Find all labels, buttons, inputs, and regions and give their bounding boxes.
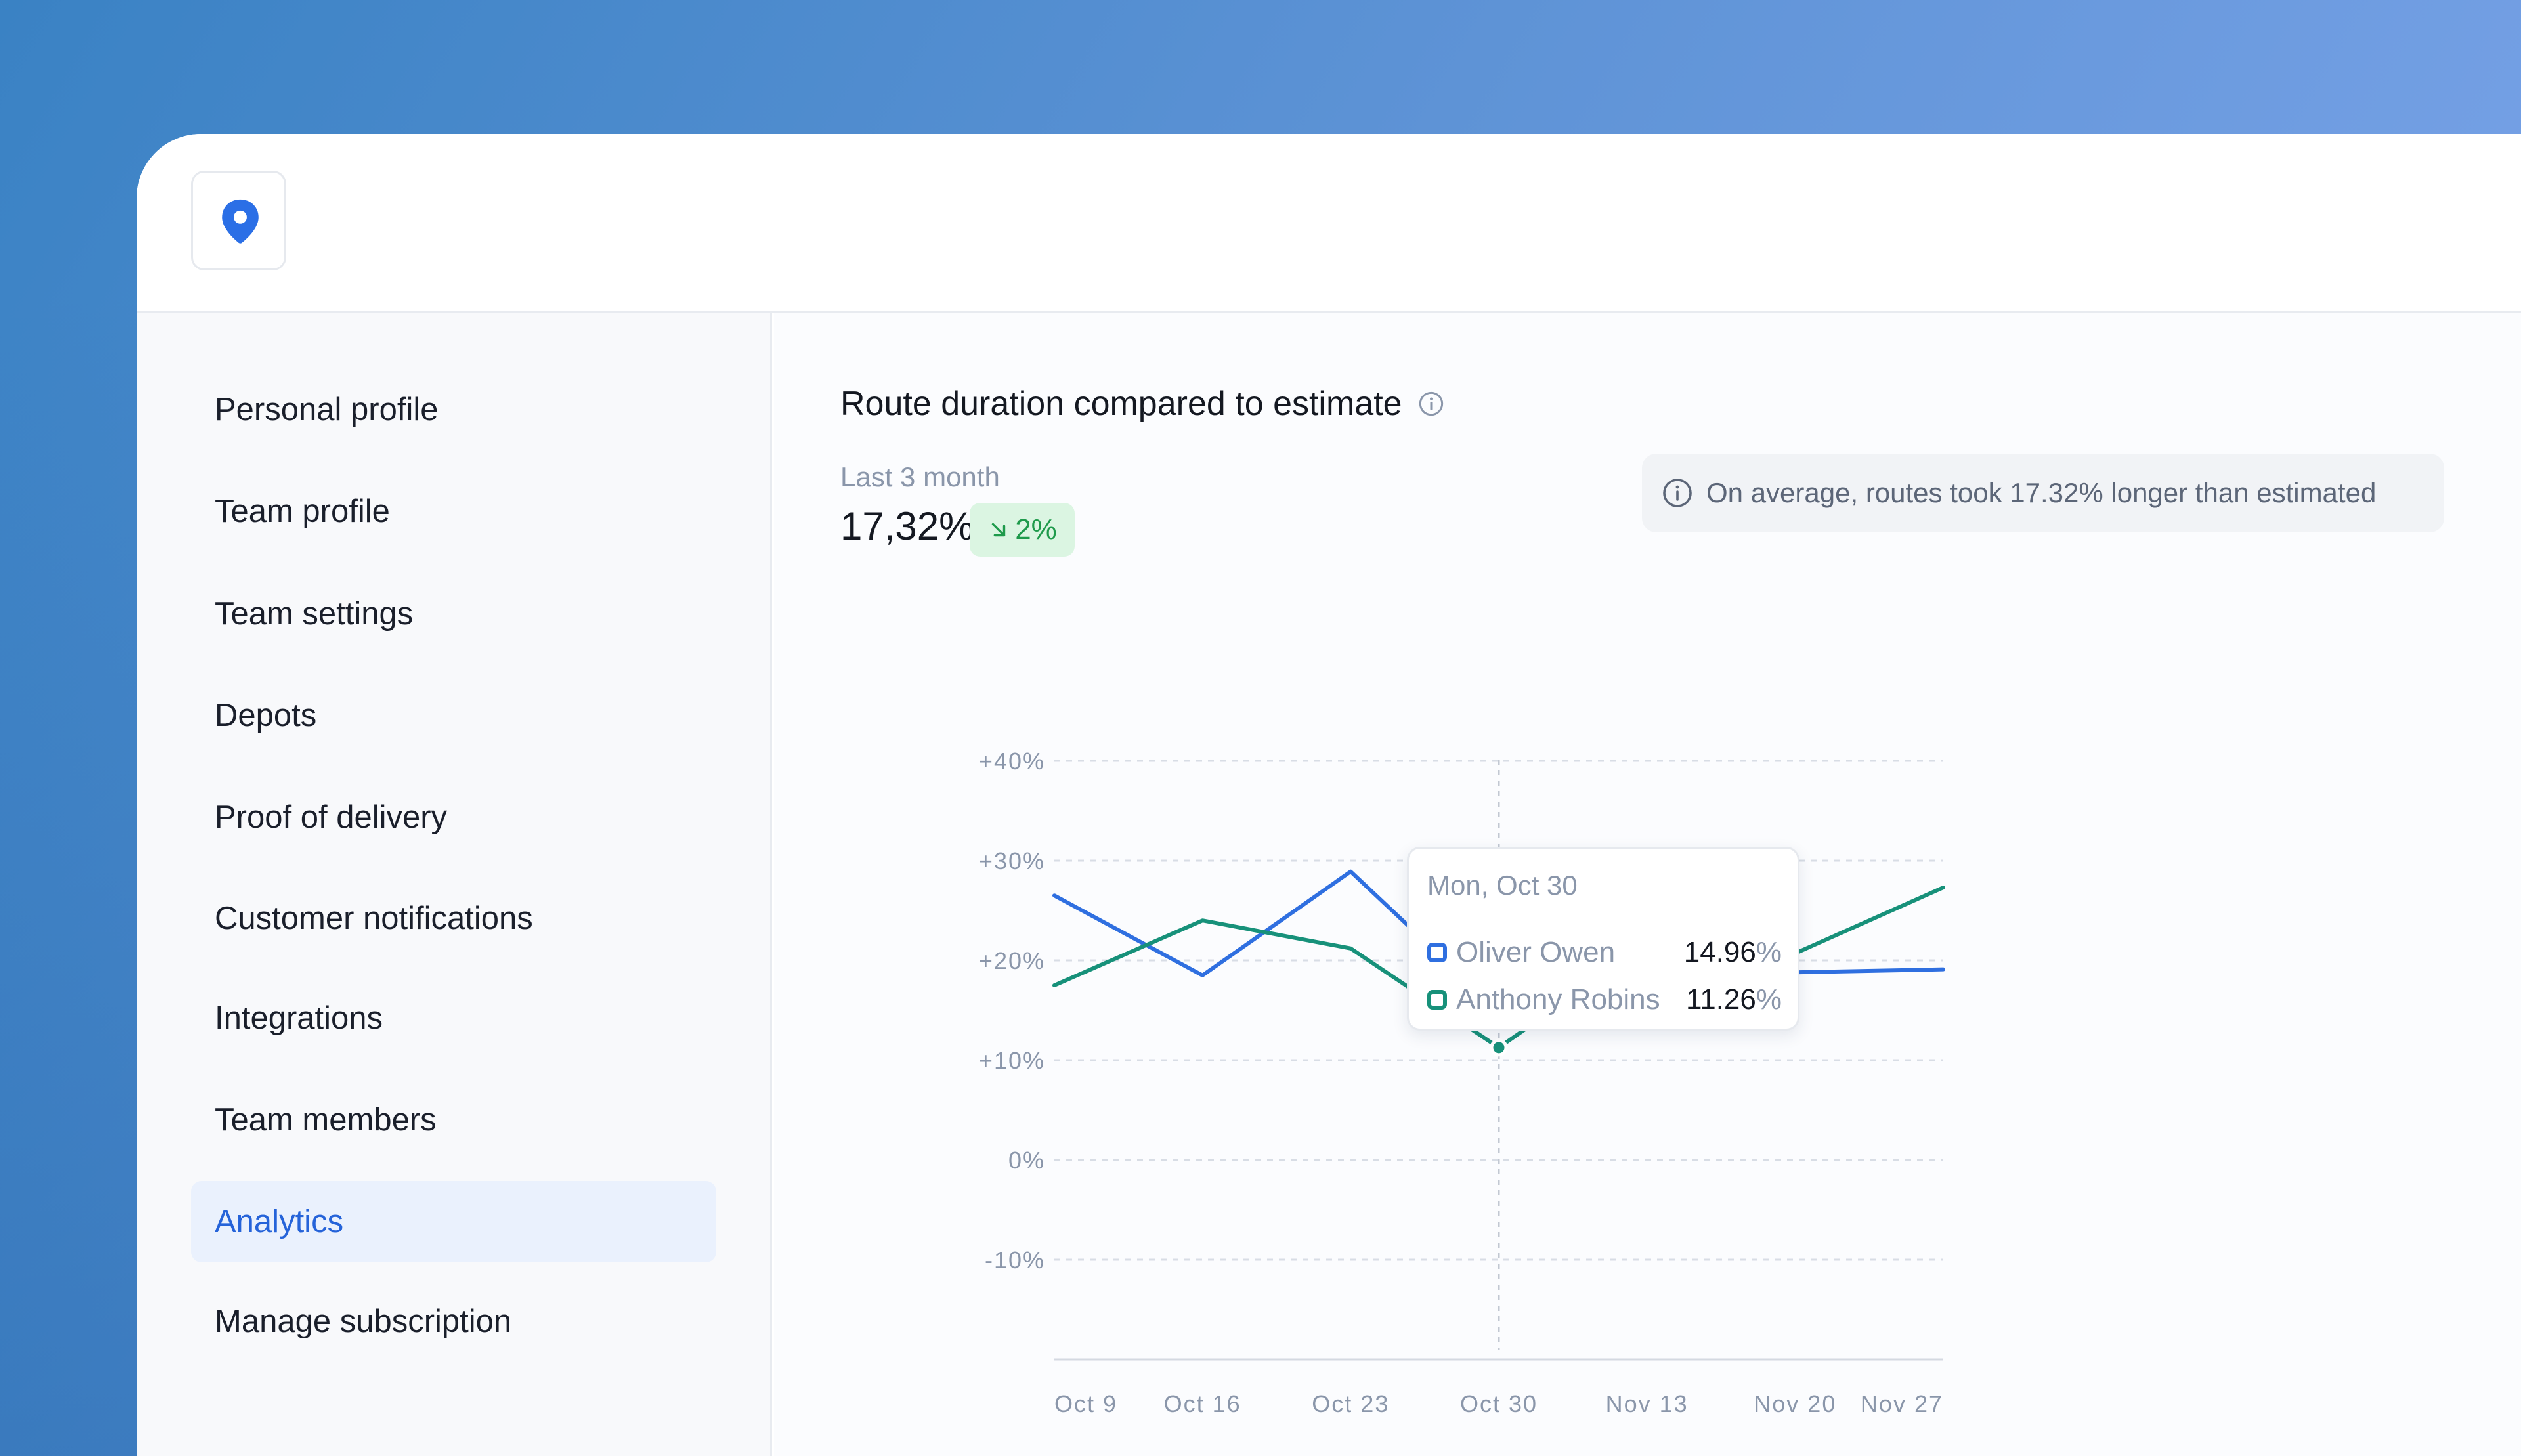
y-tick-label: +30% [979, 847, 1045, 874]
y-tick-label: +10% [979, 1047, 1045, 1074]
delta-badge: 2% [970, 503, 1075, 557]
logo[interactable] [191, 171, 286, 270]
analytics-panel: Route duration compared to estimate Last… [774, 313, 2521, 1456]
sidebar-item-analytics[interactable]: Analytics [191, 1181, 716, 1262]
x-tick-label: Nov 20 [1754, 1390, 1836, 1417]
sidebar-item-team-members[interactable]: Team members [215, 1102, 437, 1138]
app-window: Personal profile Team profile Team setti… [137, 134, 2521, 1456]
series-swatch-blue [1427, 943, 1447, 962]
x-tick-label: Oct 16 [1164, 1390, 1241, 1417]
tooltip-series-name: Anthony Robins [1456, 983, 1660, 1016]
x-tick-label: Nov 27 [1861, 1390, 1943, 1417]
sidebar-item-team-profile[interactable]: Team profile [215, 494, 390, 529]
chart-card-title: Route duration compared to estimate [840, 384, 1444, 423]
x-tick-label: Oct 23 [1312, 1390, 1389, 1417]
average-note-text: On average, routes took 17.32% longer th… [1706, 477, 2377, 508]
top-bar [137, 134, 2521, 313]
info-icon[interactable] [1418, 391, 1444, 417]
y-tick-label: -10% [985, 1247, 1045, 1274]
map-pin-icon [222, 199, 259, 244]
tooltip-series-value: 14.96% [1683, 936, 1782, 968]
period-label: Last 3 month [840, 461, 1000, 492]
sidebar-item-integrations[interactable]: Integrations [215, 1000, 383, 1036]
info-icon [1663, 479, 1692, 507]
x-tick-label: Nov 13 [1606, 1390, 1689, 1417]
line-chart: +40% +30% +20% +10% 0% -10% Oct 9 Oct 16 Oct 23 O… [979, 748, 1945, 1417]
arrow-down-right-icon [992, 523, 1006, 537]
metric-value: 17,32% [840, 504, 974, 548]
sidebar-item-manage-subscription[interactable]: Manage subscription [215, 1304, 512, 1339]
sidebar-item-proof-of-delivery[interactable]: Proof of delivery [215, 800, 448, 835]
tooltip-row: Anthony Robins 11.26% [1427, 980, 1782, 1019]
average-note: On average, routes took 17.32% longer th… [1642, 454, 2444, 532]
chart-title-text: Route duration compared to estimate [840, 385, 1402, 423]
data-point [1490, 1038, 1508, 1057]
sidebar-item-customer-notifications[interactable]: Customer notifications [215, 901, 533, 936]
tooltip-row: Oliver Owen 14.96% [1427, 933, 1782, 972]
y-tick-label: +20% [979, 947, 1045, 974]
series-swatch-green [1427, 990, 1447, 1010]
tooltip-date: Mon, Oct 30 [1427, 870, 1578, 901]
y-tick-label: +40% [979, 748, 1045, 775]
sidebar-item-personal-profile[interactable]: Personal profile [215, 392, 439, 427]
y-tick-label: 0% [1008, 1147, 1045, 1174]
sidebar-item-depots[interactable]: Depots [215, 698, 317, 733]
delta-value: 2% [1015, 513, 1057, 546]
chart-tooltip: Mon, Oct 30 Oliver Owen 14.96% Anthony R… [1407, 847, 1799, 1031]
tooltip-series-value: 11.26% [1686, 983, 1782, 1016]
x-tick-label: Oct 9 [1054, 1390, 1117, 1417]
sidebar: Personal profile Team profile Team setti… [137, 313, 772, 1456]
tooltip-series-name: Oliver Owen [1456, 936, 1616, 968]
x-tick-label: Oct 30 [1460, 1390, 1538, 1417]
sidebar-item-team-settings[interactable]: Team settings [215, 596, 414, 632]
